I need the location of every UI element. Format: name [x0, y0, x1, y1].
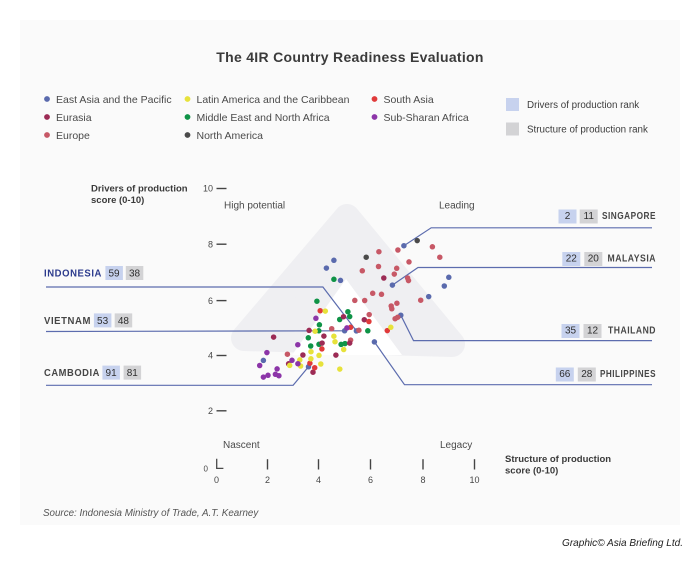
- svg-text:Sub-Sharan Africa: Sub-Sharan Africa: [384, 112, 469, 124]
- svg-text:48: 48: [118, 316, 130, 327]
- svg-text:PHILIPPINES: PHILIPPINES: [600, 369, 656, 380]
- svg-text:Graphic© Asia Briefing Ltd.: Graphic© Asia Briefing Ltd.: [562, 537, 683, 549]
- svg-text:66: 66: [559, 369, 571, 380]
- svg-text:4: 4: [316, 475, 321, 485]
- svg-text:THAILAND: THAILAND: [608, 326, 656, 337]
- svg-text:81: 81: [127, 368, 139, 379]
- svg-text:10: 10: [469, 475, 479, 485]
- svg-text:Drivers of production rank: Drivers of production rank: [527, 100, 639, 111]
- svg-text:8: 8: [420, 475, 425, 485]
- svg-text:2: 2: [565, 211, 571, 222]
- svg-text:8: 8: [208, 239, 213, 249]
- svg-text:6: 6: [368, 475, 373, 485]
- svg-text:Nascent: Nascent: [223, 440, 260, 451]
- svg-text:Legacy: Legacy: [440, 440, 472, 451]
- svg-text:Leading: Leading: [439, 201, 475, 212]
- svg-text:North America: North America: [197, 130, 264, 142]
- svg-text:11: 11: [584, 211, 595, 222]
- svg-text:VIETNAM: VIETNAM: [44, 316, 91, 327]
- svg-text:Drivers of production: Drivers of production: [91, 184, 188, 195]
- svg-text:Middle East and North Africa: Middle East and North Africa: [197, 112, 330, 124]
- svg-text:38: 38: [129, 269, 141, 280]
- svg-text:Eurasia: Eurasia: [56, 112, 92, 124]
- svg-text:59: 59: [108, 269, 120, 280]
- svg-text:0: 0: [204, 465, 209, 474]
- svg-text:score (0-10): score (0-10): [91, 195, 144, 206]
- svg-text:South Asia: South Asia: [384, 94, 434, 106]
- svg-text:Structure of production: Structure of production: [505, 454, 611, 465]
- svg-text:12: 12: [587, 326, 599, 337]
- svg-text:East Asia and the Pacific: East Asia and the Pacific: [56, 94, 172, 106]
- svg-text:High potential: High potential: [224, 201, 285, 212]
- svg-text:4: 4: [208, 351, 213, 361]
- svg-text:Europe: Europe: [56, 130, 90, 142]
- svg-text:CAMBODIA: CAMBODIA: [44, 368, 100, 379]
- svg-text:91: 91: [106, 368, 118, 379]
- svg-text:0: 0: [214, 475, 219, 485]
- svg-text:10: 10: [203, 184, 213, 194]
- svg-text:The 4IR Country Readiness Eval: The 4IR Country Readiness Evaluation: [216, 49, 484, 65]
- svg-text:53: 53: [97, 316, 109, 327]
- svg-text:SINGAPORE: SINGAPORE: [602, 211, 656, 222]
- svg-text:INDONESIA: INDONESIA: [44, 269, 102, 280]
- svg-text:2: 2: [265, 475, 270, 485]
- svg-text:22: 22: [566, 254, 578, 265]
- svg-text:Source: Indonesia Ministry of: Source: Indonesia Ministry of Trade, A.T…: [43, 508, 259, 519]
- svg-text:score (0-10): score (0-10): [505, 466, 558, 477]
- svg-text:Structure of production rank: Structure of production rank: [527, 125, 648, 136]
- svg-text:28: 28: [581, 369, 593, 380]
- svg-text:20: 20: [588, 254, 600, 265]
- svg-text:35: 35: [565, 326, 577, 337]
- svg-text:6: 6: [208, 296, 213, 306]
- svg-text:Latin America and the Caribbea: Latin America and the Caribbean: [197, 94, 350, 106]
- svg-text:MALAYSIA: MALAYSIA: [608, 254, 657, 265]
- svg-text:2: 2: [208, 406, 213, 416]
